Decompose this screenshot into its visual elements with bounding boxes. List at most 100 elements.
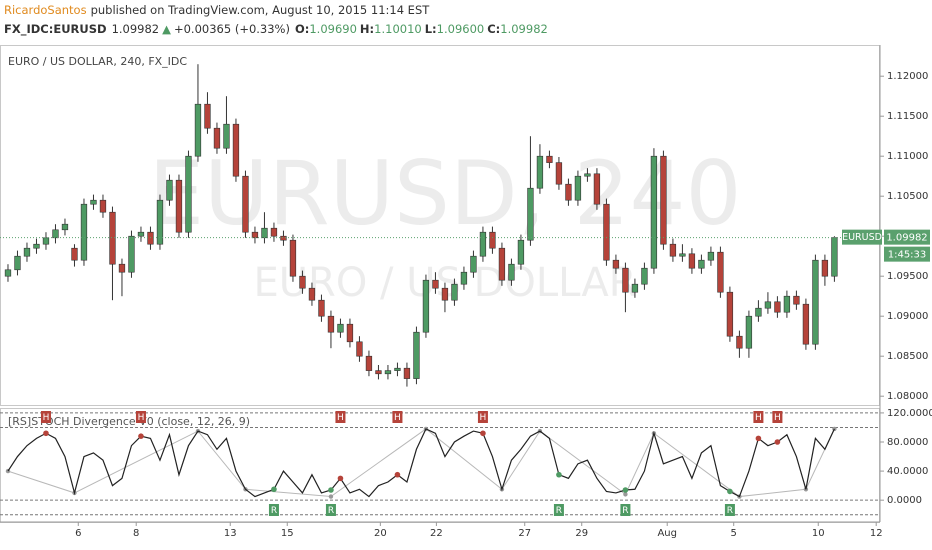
y-tick-label: 1.08000 (887, 391, 928, 402)
x-tick-label: 15 (281, 528, 294, 539)
candle-body (793, 295, 800, 305)
candle-body (527, 187, 534, 241)
low-label: L: (425, 22, 437, 36)
candle-body (299, 275, 306, 289)
divergence-dot (43, 430, 49, 437)
candle-body (555, 162, 563, 185)
candle-body (99, 199, 107, 213)
candle-body (403, 367, 411, 379)
candle-body (80, 203, 88, 261)
x-tick-label: Aug (657, 528, 677, 539)
price-badge (884, 229, 930, 245)
candle-body (755, 307, 762, 317)
candle-body (422, 279, 430, 333)
candle-body (356, 341, 363, 357)
marker-label: R (727, 506, 733, 516)
candle-body (479, 231, 487, 257)
header-line-2: FX_IDC:EURUSD 1.09982 ▲ +0.00365 (+0.33%) O:… (4, 22, 548, 37)
oscillator-line (7, 428, 835, 498)
y-tick-label: 1.11500 (887, 111, 928, 122)
candle-body (413, 331, 420, 379)
candle-body (251, 231, 259, 239)
candle-body (346, 323, 354, 343)
published: published on TradingView.com, August 10,… (91, 3, 431, 17)
candle-body (289, 239, 297, 277)
candle-body (194, 103, 202, 157)
candle-body (821, 259, 829, 277)
header-line-1: RicardoSantos published on TradingView.co… (4, 3, 430, 17)
candle-body (118, 263, 126, 273)
candle-body (783, 295, 791, 313)
divergence-dot (727, 488, 733, 495)
marker-label: R (622, 506, 628, 516)
divergence-dot (755, 435, 762, 442)
candle-body (384, 370, 392, 375)
candle-body (831, 237, 838, 277)
candle-body (622, 267, 629, 293)
pivot-point (328, 494, 334, 499)
candle-body (375, 370, 382, 375)
candle-body (565, 183, 572, 201)
candle-body (498, 247, 506, 281)
x-tick-label: 29 (575, 528, 588, 539)
change-arrow: ▲ (162, 22, 171, 36)
close-label: C: (487, 22, 500, 36)
candle-body (337, 323, 344, 333)
candle-body (109, 211, 116, 265)
candle-body (679, 253, 686, 257)
candle-body (517, 239, 525, 265)
marker-label: R (271, 506, 277, 516)
x-tick-label: 22 (430, 528, 443, 539)
candle-body (736, 335, 743, 349)
candle-body (23, 247, 31, 257)
y-tick-label: 1.11000 (887, 151, 928, 162)
candle-body (717, 251, 724, 293)
marker-label: H (138, 413, 145, 423)
marker-box (268, 504, 279, 516)
y-tick-label: 1.09500 (887, 271, 928, 282)
high-label: H: (360, 22, 374, 36)
divergence-dot (138, 433, 144, 439)
candle-body (745, 315, 753, 349)
low: 1.09600 (437, 22, 485, 36)
x-tick-label: 10 (812, 528, 825, 539)
high: 1.10010 (374, 22, 422, 36)
indicator-title: [RS]STOCH Divergence V0 (close, 12, 26, … (8, 415, 250, 428)
marker-label: H (394, 413, 401, 423)
symbol: FX_IDC:EURUSD (4, 22, 107, 37)
candle-body (232, 123, 240, 177)
y-tick-label: 40.0000 (887, 466, 928, 477)
marker-box (335, 411, 346, 423)
divergence-dot (271, 486, 277, 493)
marker-label: H (774, 413, 781, 423)
marker-box (40, 411, 51, 423)
marker-label: R (556, 506, 562, 516)
symbol-badge (842, 229, 882, 245)
x-tick-label: 5 (731, 528, 737, 539)
candle-body (175, 179, 183, 233)
candle-body (270, 227, 278, 237)
candle-body (90, 199, 97, 205)
divergence-dot (394, 471, 401, 478)
divergence-dot (480, 430, 486, 437)
candle-body (137, 231, 145, 237)
candle-body (166, 179, 173, 201)
x-tick-label: 12 (870, 528, 883, 539)
close: 1.09982 (500, 22, 548, 36)
price-pane-title: EURO / US DOLLAR, 240, FX_IDC (8, 55, 187, 68)
candle-body (669, 243, 677, 257)
candle-body (802, 303, 810, 345)
marker-box (135, 411, 146, 423)
marker-label: H (755, 413, 762, 423)
open: 1.09690 (309, 22, 357, 36)
candle-body (688, 253, 696, 269)
symbol-badge-text: EURUSD (842, 232, 882, 243)
candle-body (764, 301, 772, 309)
y-tick-label: 1.12000 (887, 71, 928, 82)
candle-body (698, 259, 705, 269)
candle-body (52, 229, 59, 239)
candle-body (308, 287, 316, 301)
author[interactable]: RicardoSantos (4, 3, 87, 17)
candle-body (213, 127, 221, 149)
candle-body (707, 251, 715, 261)
